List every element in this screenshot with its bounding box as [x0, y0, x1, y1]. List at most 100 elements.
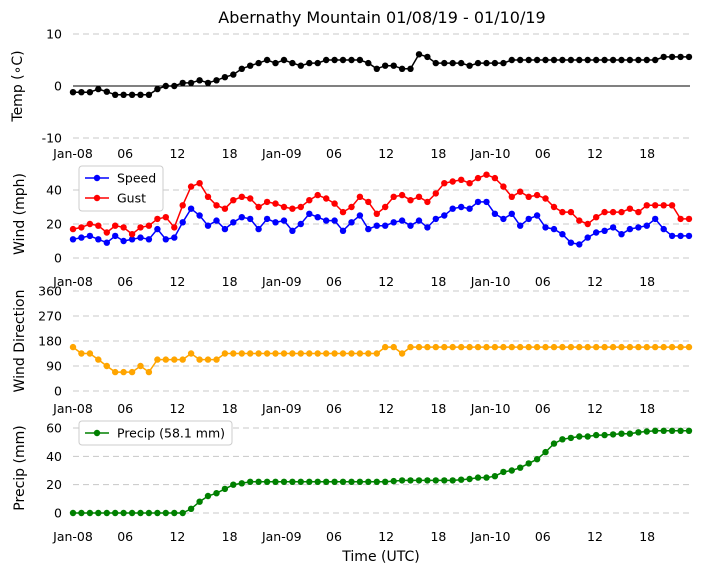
data-point	[550, 225, 558, 233]
x-tick-label: 12	[169, 401, 185, 416]
data-point	[78, 224, 85, 231]
data-point	[339, 56, 347, 64]
data-point	[314, 478, 321, 485]
x-tick-label: 18	[430, 274, 446, 289]
data-point	[432, 190, 439, 197]
y-tick-label: 40	[46, 449, 62, 464]
x-tick-label: Jan-10	[470, 401, 511, 416]
data-point	[280, 217, 288, 224]
data-point	[78, 234, 85, 241]
data-point	[162, 214, 169, 221]
x-tick-label: 12	[378, 146, 394, 161]
data-point	[618, 343, 625, 351]
y-tick-label: 20	[46, 217, 62, 232]
data-point	[652, 56, 659, 64]
data-point	[432, 343, 439, 351]
x-tick-label: 12	[169, 529, 185, 544]
data-point	[196, 356, 203, 363]
data-point	[517, 222, 524, 229]
data-point	[339, 208, 347, 216]
data-point	[601, 208, 608, 216]
legend: Speed Gust	[78, 165, 164, 212]
data-point	[255, 225, 262, 233]
data-point	[213, 356, 220, 363]
data-point	[204, 492, 212, 500]
data-point	[415, 477, 423, 484]
data-point	[137, 91, 144, 99]
data-point	[162, 82, 169, 90]
data-point	[289, 59, 296, 67]
data-point	[78, 509, 85, 517]
data-point	[95, 236, 102, 243]
y-tick-label: 270	[38, 309, 62, 324]
x-tick-label: Jan-08	[52, 529, 93, 544]
data-point	[576, 217, 583, 224]
data-point	[238, 350, 245, 357]
data-point	[525, 215, 532, 223]
data-point	[69, 225, 77, 233]
data-point	[297, 220, 304, 228]
data-point	[390, 62, 397, 69]
data-point	[576, 343, 583, 351]
data-point	[491, 473, 499, 480]
data-point	[668, 343, 676, 351]
data-point	[356, 56, 364, 64]
data-point	[407, 222, 414, 229]
data-point	[187, 79, 195, 87]
x-tick-label: 18	[222, 274, 238, 289]
data-point	[491, 59, 499, 67]
data-point	[525, 56, 532, 64]
data-point	[171, 356, 178, 363]
data-point	[508, 210, 515, 217]
data-point	[255, 203, 262, 211]
data-point	[584, 433, 591, 440]
data-point	[162, 509, 169, 517]
data-point	[432, 477, 439, 484]
x-tick-label: 06	[326, 529, 342, 544]
data-point	[204, 356, 212, 363]
data-point	[668, 53, 676, 61]
data-point	[95, 356, 102, 363]
data-point	[323, 350, 330, 357]
data-point	[297, 203, 304, 211]
data-point	[424, 224, 431, 231]
data-point	[272, 59, 279, 67]
data-point	[685, 53, 693, 61]
data-point	[373, 478, 380, 485]
data-point	[559, 208, 566, 216]
data-point	[314, 214, 321, 221]
data-point	[112, 91, 119, 99]
data-point	[230, 350, 237, 357]
x-tick-label: 12	[587, 529, 603, 544]
y-axis-label: Wind (mph)	[12, 173, 28, 255]
data-point	[652, 215, 659, 223]
data-point	[593, 343, 600, 351]
data-point	[542, 343, 549, 351]
y-axis-label: Temp (∘C)	[10, 50, 26, 122]
data-point	[128, 236, 136, 243]
panel-precip: 0 20 40 60 Precip (mm) Jan-08 06 12 18 Jan-09 06 12…	[12, 420, 693, 544]
data-point	[171, 224, 178, 231]
data-point	[660, 427, 667, 434]
data-point	[652, 343, 659, 351]
data-point	[280, 350, 288, 357]
x-tick-label: 06	[326, 274, 342, 289]
y-tick-label: 60	[46, 421, 62, 436]
data-point	[356, 478, 364, 485]
data-point	[398, 217, 406, 224]
data-point	[424, 198, 431, 206]
legend-swatch-marker	[93, 174, 101, 182]
x-axis-label: Time (UTC)	[341, 549, 419, 565]
data-point	[137, 509, 144, 517]
data-point	[86, 350, 94, 357]
data-point	[137, 362, 144, 370]
data-point	[247, 215, 254, 223]
data-point	[458, 203, 465, 211]
data-point	[78, 350, 85, 357]
data-point	[112, 509, 119, 517]
data-point	[221, 350, 229, 357]
x-tick-label: 06	[535, 274, 551, 289]
data-point	[280, 203, 288, 211]
x-tick-label: Jan-09	[261, 146, 302, 161]
data-point	[398, 191, 406, 199]
